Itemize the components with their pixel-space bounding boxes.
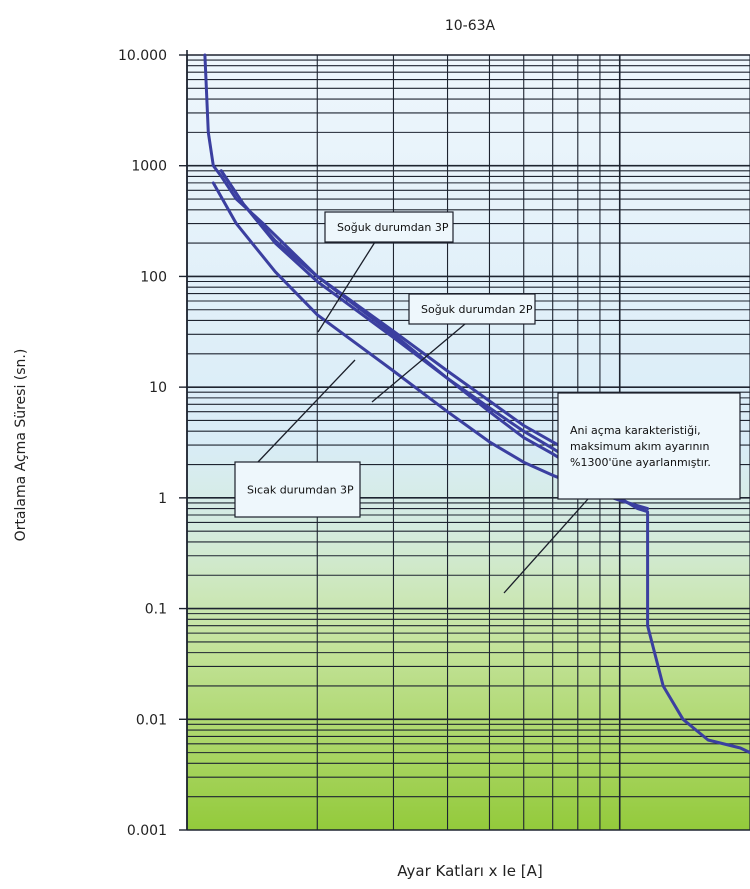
y-tick-label: 0.1	[145, 602, 167, 618]
y-tick-label: 0.01	[136, 712, 167, 728]
annotation-box-3	[234, 461, 361, 518]
annotation-box-2	[408, 293, 536, 325]
annotation-box-4	[557, 392, 741, 500]
annotation-leader-1	[317, 241, 376, 333]
annotation-text-1: Soğuk durumdan 3P	[337, 221, 449, 234]
annotation-leader-3	[257, 359, 356, 463]
annotation-text-4: %1300'üne ayarlanmıştır.	[570, 456, 711, 469]
y-tick-label: 100	[140, 269, 167, 285]
annotation-leader-2	[371, 323, 466, 403]
y-tick-label: 0.001	[127, 823, 167, 839]
x-axis-label: Ayar Katları x Ie [A]	[397, 862, 542, 880]
y-tick-label: 10	[149, 380, 167, 396]
y-tick-label: 1	[158, 491, 167, 507]
y-tick-label: 1000	[131, 159, 167, 175]
annotation-box-1	[324, 211, 454, 243]
y-axis-label: Ortalama Açma Süresi (sn.)	[13, 349, 29, 542]
annotation-text-4: maksimum akım ayarının	[570, 440, 709, 453]
y-tick-label: 10.000	[118, 48, 167, 64]
annotation-text-3: Sıcak durumdan 3P	[247, 484, 354, 497]
annotation-text-4: Ani açma karakteristiği,	[570, 424, 701, 437]
annotation-text-2: Soğuk durumdan 2P	[421, 303, 533, 316]
annotation-leaders	[257, 241, 589, 594]
chart-title: 10-63A	[445, 18, 496, 34]
y-tick-labels: 10.000 1000 100 10 1 0.1 0.01 0.001	[118, 48, 187, 839]
annotation-leader-4	[503, 498, 589, 594]
annotation-boxes: Soğuk durumdan 3P Soğuk durumdan 2P Sıcak …	[234, 211, 741, 518]
trip-curve-1	[203, 53, 750, 755]
